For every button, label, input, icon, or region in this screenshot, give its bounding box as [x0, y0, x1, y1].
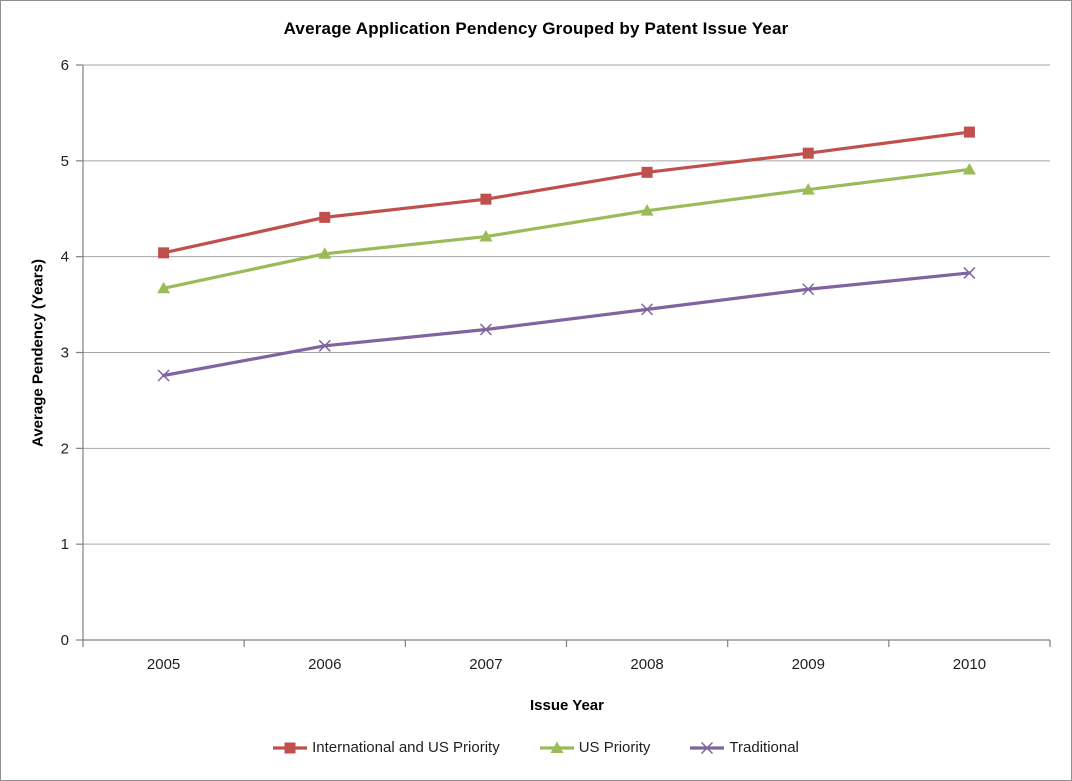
svg-text:2005: 2005 [147, 656, 180, 673]
svg-text:2008: 2008 [630, 656, 663, 673]
legend-label: International and US Priority [312, 739, 500, 756]
x-marker-icon [690, 741, 725, 754]
svg-text:2007: 2007 [469, 656, 502, 673]
svg-text:0: 0 [61, 632, 69, 649]
legend-item-traditional: Traditional [690, 739, 799, 756]
svg-text:2009: 2009 [792, 656, 825, 673]
square-marker-icon [273, 742, 308, 753]
svg-text:2006: 2006 [308, 656, 341, 673]
svg-text:5: 5 [61, 153, 69, 170]
svg-text:1: 1 [61, 536, 69, 553]
svg-text:4: 4 [61, 249, 69, 266]
svg-text:6: 6 [61, 57, 69, 74]
triangle-marker-icon [539, 741, 574, 753]
legend-label: Traditional [729, 739, 799, 756]
chart-title: Average Application Pendency Grouped by … [283, 19, 789, 38]
svg-text:2010: 2010 [953, 656, 986, 673]
legend-item-us-priority: US Priority [539, 739, 651, 756]
legend: International and US Priority US Priorit… [1, 739, 1071, 756]
legend-item-international-and-us-priority: International and US Priority [273, 739, 500, 756]
svg-text:2: 2 [61, 440, 69, 457]
x-axis-title: Issue Year [530, 697, 604, 714]
legend-label: US Priority [578, 739, 651, 756]
svg-text:3: 3 [61, 345, 69, 362]
